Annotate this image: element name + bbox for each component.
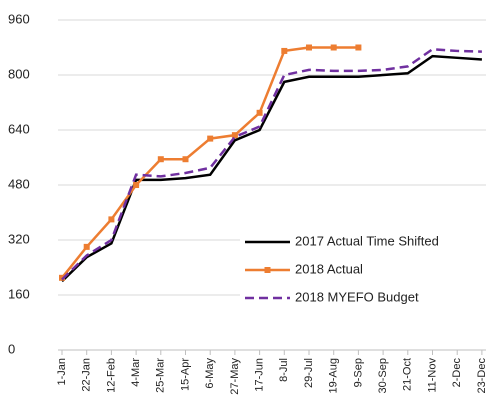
series-marker: [207, 135, 214, 142]
series-marker: [256, 109, 263, 116]
legend-label: 2018 MYEFO Budget: [295, 289, 419, 304]
y-tick-label: 800: [8, 66, 30, 81]
series-marker: [83, 243, 90, 250]
series-marker: [306, 44, 312, 51]
x-tick-label: 17-Jun: [254, 358, 266, 392]
legend-label: 2018 Actual: [295, 261, 363, 276]
x-tick-label: 8-Jul: [278, 358, 290, 382]
x-tick-label: 9-Sep: [352, 358, 364, 387]
y-tick-label: 640: [8, 121, 30, 136]
y-tick-label: 0: [8, 341, 15, 356]
x-tick-label: 4-Mar: [130, 358, 142, 387]
series-marker: [281, 47, 288, 54]
x-tick-label: 2-Dec: [451, 358, 463, 388]
series-marker: [330, 44, 337, 51]
x-tick-label: 21-Oct: [402, 358, 414, 391]
series-marker: [108, 216, 115, 223]
y-tick-label: 480: [8, 176, 30, 191]
legend-label: 2017 Actual Time Shifted: [295, 233, 439, 248]
x-tick-label: 27-May: [229, 358, 241, 395]
series-marker: [157, 156, 164, 163]
series-marker: [355, 44, 362, 51]
legend-marker: [264, 267, 271, 273]
x-tick-label: 23-Dec: [476, 358, 486, 394]
y-tick-label: 160: [8, 286, 30, 301]
x-tick-label: 1-Jan: [56, 358, 68, 386]
x-tick-label: 19-Aug: [328, 358, 340, 393]
x-tick-label: 22-Jan: [81, 358, 93, 392]
x-tick-label: 15-Apr: [179, 358, 191, 391]
x-tick-label: 6-May: [204, 358, 216, 389]
x-tick-label: 30-Sep: [377, 358, 389, 393]
y-tick-label: 960: [8, 11, 30, 26]
x-tick-label: 11-Nov: [426, 358, 438, 393]
series-marker: [182, 156, 189, 163]
y-tick-label: 320: [8, 231, 30, 246]
series-marker: [133, 182, 140, 188]
series-marker: [231, 132, 238, 139]
x-tick-label: 29-Jul: [303, 358, 315, 388]
x-tick-label: 12-Feb: [105, 358, 117, 393]
x-tick-label: 25-Mar: [155, 358, 167, 393]
